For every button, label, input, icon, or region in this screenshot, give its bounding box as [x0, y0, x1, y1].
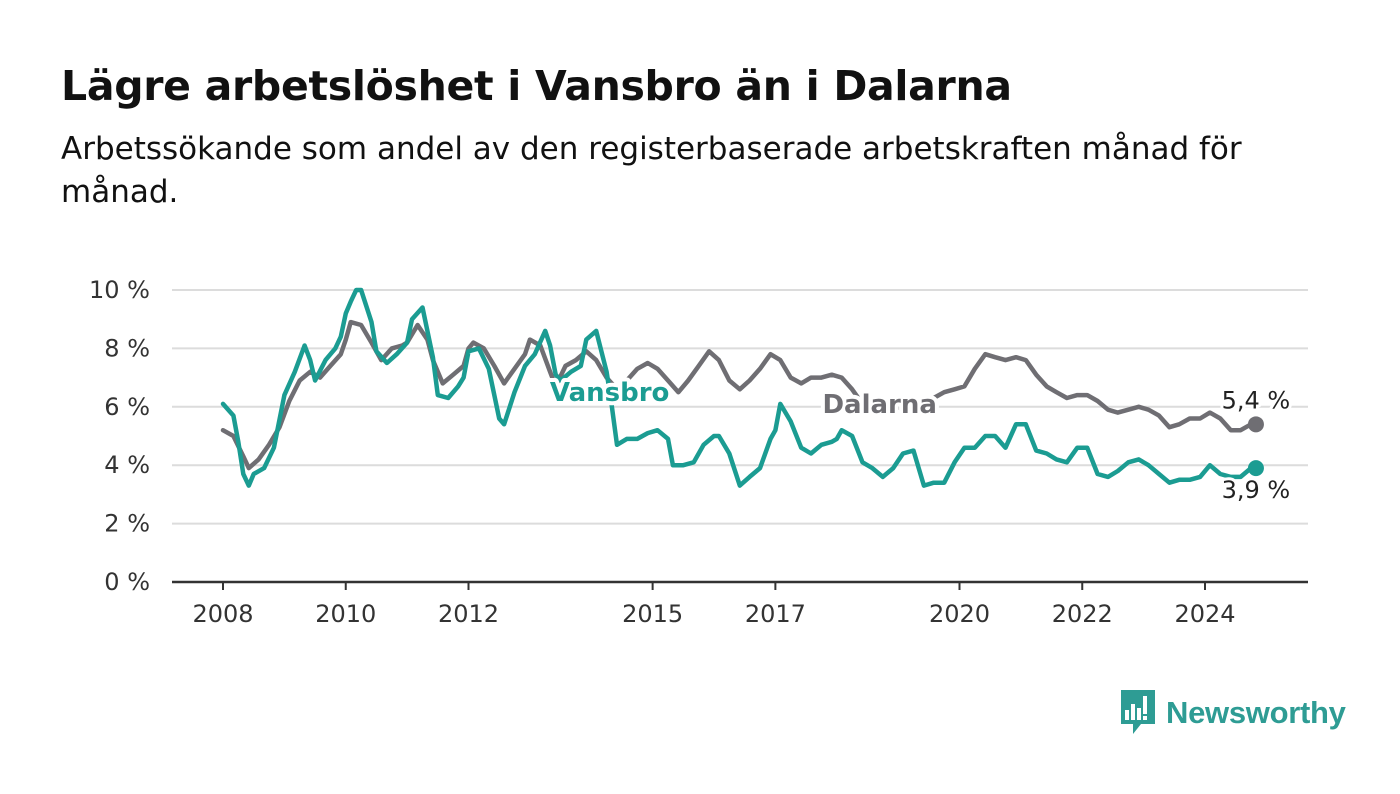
dalarna-line — [220, 319, 1259, 471]
x-tick-label: 2022 — [1052, 600, 1113, 628]
vansbro-line — [220, 287, 1259, 488]
series-lines — [220, 287, 1264, 488]
x-axis-ticks: 2008 2010 2012 2015 2017 2020 2022 2024 — [192, 582, 1236, 628]
x-tick-label: 2010 — [315, 600, 376, 628]
y-tick-label: 6 % — [104, 393, 150, 421]
y-axis-ticks: 0 % 2 % 4 % 6 % 8 % 10 % — [89, 276, 150, 596]
dalarna-end-value-label: 5,4 % — [1222, 386, 1291, 414]
newsworthy-icon — [1121, 690, 1155, 734]
dalarna-end-point — [1247, 416, 1264, 433]
x-tick-label: 2015 — [622, 600, 683, 628]
x-tick-label: 2008 — [192, 600, 253, 628]
chart-subtitle: Arbetssökande som andel av den registerb… — [61, 131, 1242, 210]
vansbro-end-value-label: 3,9 % — [1222, 476, 1291, 504]
vansbro-end-point — [1247, 460, 1264, 477]
dalarna-series-label: Dalarna — [822, 390, 936, 420]
brand-name: Newsworthy — [1166, 695, 1346, 730]
vansbro-series-label: Vansbro — [550, 378, 670, 408]
x-tick-label: 2020 — [929, 600, 990, 628]
chart-title: Lägre arbetslöshet i Vansbro än i Dalarn… — [61, 62, 1012, 110]
x-tick-label: 2024 — [1174, 600, 1235, 628]
y-tick-label: 8 % — [104, 334, 150, 362]
y-tick-label: 4 % — [104, 451, 150, 479]
x-tick-label: 2012 — [438, 600, 499, 628]
series-labels: Dalarna 5,4 % Vansbro 3,9 % — [546, 374, 1293, 507]
y-tick-label: 10 % — [89, 276, 150, 304]
y-tick-label: 2 % — [104, 510, 150, 538]
x-tick-label: 2017 — [745, 600, 806, 628]
y-tick-label: 0 % — [104, 568, 150, 596]
newsworthy-logo[interactable]: Newsworthy — [1119, 690, 1346, 736]
gridlines — [172, 289, 1308, 584]
